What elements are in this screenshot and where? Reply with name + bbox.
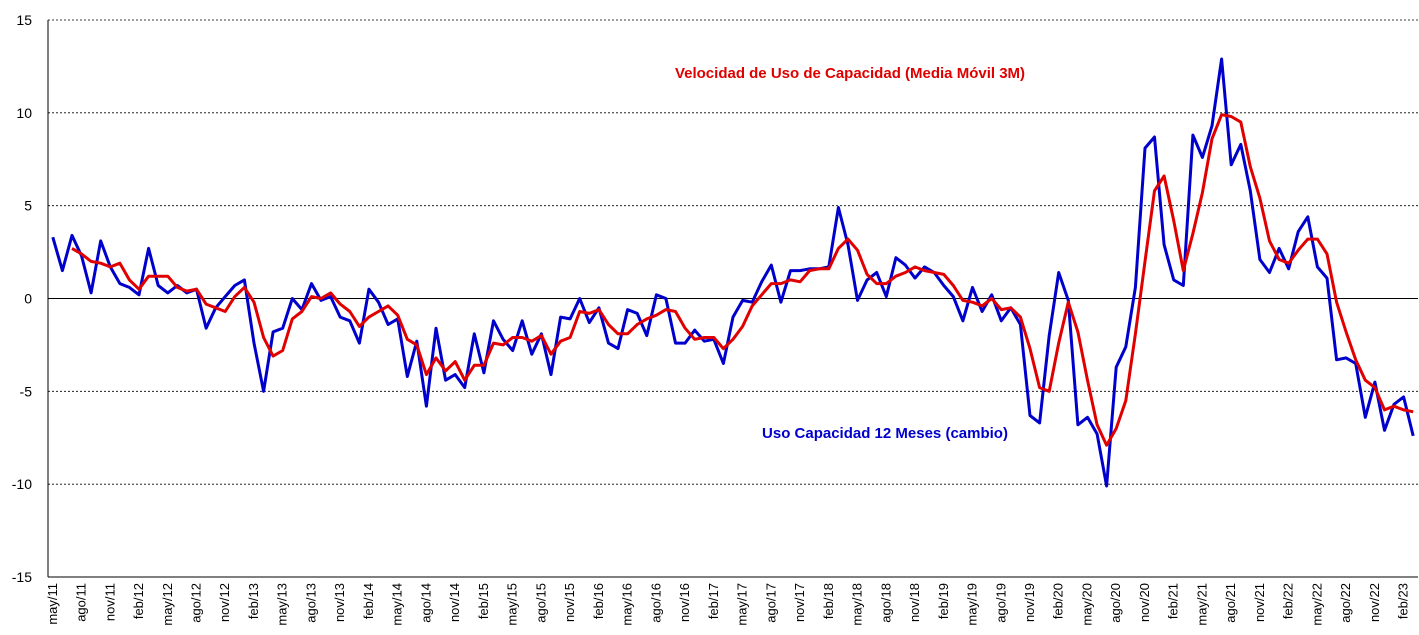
x-tick-label: feb/12 (131, 583, 146, 619)
x-tick-label: ago/22 (1338, 583, 1353, 623)
y-tick-label: 5 (24, 198, 32, 214)
x-tick-label: ago/14 (418, 583, 433, 623)
y-tick-label: -5 (20, 383, 33, 399)
x-tick-label: feb/19 (936, 583, 951, 619)
x-tick-label: nov/18 (907, 583, 922, 622)
x-tick-label: ago/12 (188, 583, 203, 623)
y-tick-label: 15 (16, 12, 32, 28)
x-tick-label: feb/22 (1281, 583, 1296, 619)
series-line (51, 57, 1415, 488)
x-tick-label: ago/20 (1108, 583, 1123, 623)
series-line (71, 113, 1414, 447)
x-tick-label: may/18 (850, 583, 865, 626)
x-tick-label: nov/13 (332, 583, 347, 622)
x-tick-label: feb/23 (1396, 583, 1411, 619)
x-tick-label: may/15 (505, 583, 520, 626)
x-tick-label: ago/17 (763, 583, 778, 623)
x-tick-label: feb/18 (821, 583, 836, 619)
x-tick-label: ago/15 (533, 583, 548, 623)
x-tick-label: feb/13 (246, 583, 261, 619)
y-tick-label: 10 (16, 105, 32, 121)
x-tick-label: nov/14 (447, 583, 462, 622)
x-tick-label: may/12 (160, 583, 175, 626)
series-label: Uso Capacidad 12 Meses (cambio) (762, 425, 1008, 442)
x-tick-label: nov/17 (792, 583, 807, 622)
x-tick-label: may/13 (275, 583, 290, 626)
x-tick-label: ago/11 (74, 583, 89, 622)
y-tick-label: 0 (24, 291, 32, 307)
x-tick-label: may/22 (1309, 583, 1324, 626)
y-tick-label: -15 (12, 569, 32, 585)
x-tick-label: may/14 (390, 583, 405, 626)
x-tick-label: may/17 (735, 583, 750, 626)
y-tick-label: -10 (12, 476, 32, 492)
x-tick-label: nov/16 (677, 583, 692, 622)
x-tick-label: feb/15 (476, 583, 491, 619)
x-tick-label: may/16 (620, 583, 635, 626)
x-tick-label: may/19 (965, 583, 980, 626)
x-tick-label: ago/18 (878, 583, 893, 623)
x-tick-label: nov/11 (102, 583, 117, 621)
x-tick-label: nov/20 (1137, 583, 1152, 622)
x-tick-label: may/20 (1079, 583, 1094, 626)
series-label: Velocidad de Uso de Capacidad (Media Móv… (675, 65, 1025, 82)
x-tick-label: nov/15 (562, 583, 577, 622)
x-tick-label: ago/21 (1223, 583, 1238, 623)
x-tick-label: feb/14 (361, 583, 376, 619)
x-tick-label: feb/20 (1051, 583, 1066, 619)
x-tick-label: nov/21 (1252, 583, 1267, 622)
x-tick-label: may/11 (45, 583, 60, 625)
x-tick-label: ago/19 (993, 583, 1008, 623)
x-tick-label: feb/21 (1166, 583, 1181, 619)
x-tick-label: ago/13 (303, 583, 318, 623)
x-tick-label: feb/16 (591, 583, 606, 619)
x-tick-label: nov/12 (217, 583, 232, 622)
x-tick-label: nov/22 (1367, 583, 1382, 622)
x-tick-label: may/21 (1194, 583, 1209, 626)
x-tick-label: nov/19 (1022, 583, 1037, 622)
x-tick-label: ago/16 (648, 583, 663, 623)
x-tick-label: feb/17 (706, 583, 721, 619)
